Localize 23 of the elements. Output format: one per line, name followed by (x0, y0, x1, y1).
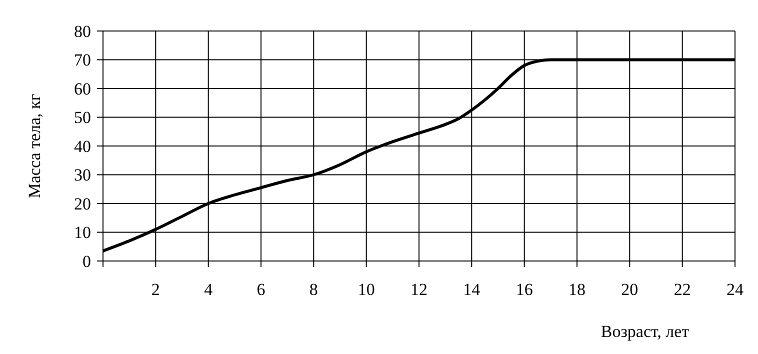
x-tick-label: 4 (204, 280, 214, 299)
x-tick-label: 20 (621, 280, 638, 299)
y-tick-label: 20 (74, 194, 91, 214)
x-tick-label: 12 (410, 280, 428, 299)
x-tick-label: 10 (358, 280, 375, 299)
y-axis-title: Масса тела, кг (25, 94, 44, 198)
y-tick-label: 60 (74, 79, 91, 98)
x-tick-label: 14 (463, 280, 481, 299)
x-axis-title: Возраст, лет (600, 322, 690, 341)
x-tick-label: 18 (568, 280, 586, 299)
y-tick-label: 40 (74, 136, 91, 156)
x-tick-label: 16 (516, 280, 533, 299)
y-tick-label: 80 (74, 22, 91, 41)
y-tick-label: 0 (82, 252, 91, 271)
y-tick-label: 30 (74, 166, 91, 185)
x-tick-label: 22 (674, 280, 691, 299)
y-tick-label: 70 (74, 50, 91, 70)
x-tick-label: 6 (256, 280, 266, 299)
x-tick-label: 8 (309, 280, 318, 299)
x-tick-label: 24 (726, 280, 744, 299)
x-tick-label: 2 (151, 280, 160, 299)
y-tick-label: 10 (74, 223, 91, 242)
y-tick-label: 50 (74, 108, 91, 128)
